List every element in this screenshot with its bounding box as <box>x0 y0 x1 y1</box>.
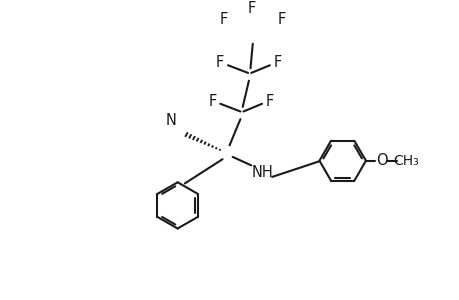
Text: F: F <box>208 94 216 109</box>
Text: F: F <box>219 12 228 27</box>
Text: NH: NH <box>252 165 273 180</box>
Text: O: O <box>375 153 386 168</box>
Text: F: F <box>277 12 285 27</box>
Text: F: F <box>216 56 224 70</box>
Text: F: F <box>265 94 274 109</box>
Text: F: F <box>247 1 256 16</box>
Text: N: N <box>165 113 176 128</box>
Text: CH₃: CH₃ <box>392 154 418 168</box>
Text: F: F <box>273 56 281 70</box>
